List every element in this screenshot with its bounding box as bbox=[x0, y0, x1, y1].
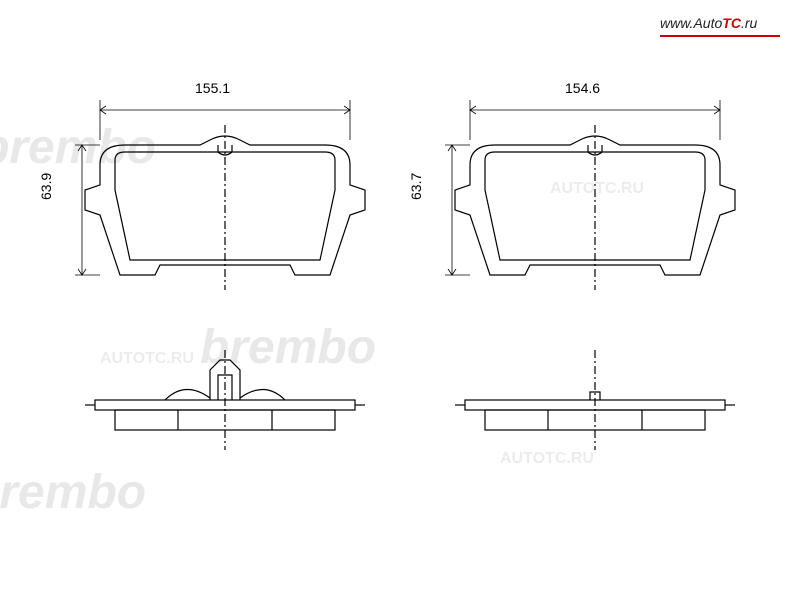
site-logo: www.AutoTC.ru bbox=[660, 15, 780, 37]
logo-ru: .ru bbox=[741, 15, 757, 31]
left-pad-width-label: 155.1 bbox=[195, 80, 230, 96]
right-pad-side-view bbox=[440, 350, 750, 460]
right-pad-width-label: 154.6 bbox=[565, 80, 600, 96]
right-pad-front-view bbox=[440, 90, 750, 310]
logo-url-prefix: www. bbox=[660, 15, 693, 31]
right-pad-height-label: 63.7 bbox=[408, 173, 424, 200]
left-pad-side-view bbox=[70, 350, 380, 460]
logo-tc: TC bbox=[722, 15, 741, 31]
left-pad-front-view bbox=[70, 90, 380, 310]
logo-auto: Auto bbox=[693, 15, 722, 31]
left-pad-height-label: 63.9 bbox=[38, 173, 54, 200]
watermark-brembo: brembo bbox=[0, 465, 146, 520]
logo-underline bbox=[660, 35, 780, 37]
